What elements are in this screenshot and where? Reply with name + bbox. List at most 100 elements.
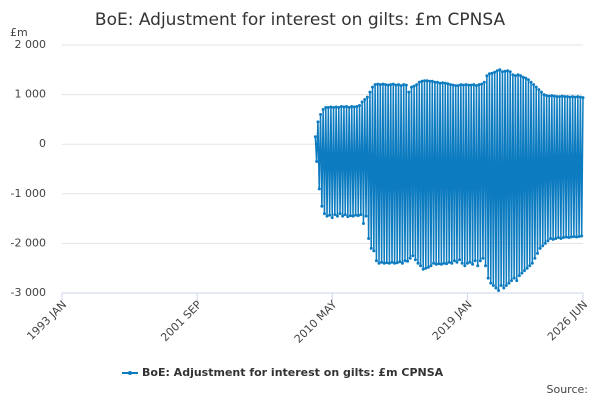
data-point — [469, 83, 473, 87]
data-point — [442, 261, 446, 265]
data-point — [329, 105, 333, 109]
data-point — [409, 85, 413, 89]
data-point — [317, 187, 321, 191]
data-point — [419, 264, 423, 268]
data-point — [471, 262, 475, 266]
data-point — [474, 84, 478, 88]
data-point — [326, 105, 330, 109]
data-point — [313, 135, 317, 139]
data-point — [352, 105, 356, 109]
data-line — [314, 69, 584, 291]
data-point — [393, 261, 397, 265]
data-point — [536, 251, 540, 255]
data-point — [374, 259, 378, 263]
data-point — [511, 73, 515, 77]
data-point — [381, 82, 385, 86]
data-point — [487, 72, 491, 76]
data-point — [526, 78, 530, 82]
data-point — [562, 235, 566, 239]
data-point — [445, 262, 449, 266]
y-axis-unit: £m — [10, 26, 28, 39]
data-point — [348, 214, 352, 218]
data-point — [402, 83, 406, 87]
data-point — [558, 95, 562, 99]
data-point — [556, 235, 560, 239]
data-point — [446, 82, 450, 86]
data-point — [493, 70, 497, 74]
data-point — [441, 81, 445, 85]
data-point — [332, 105, 336, 109]
data-point — [491, 284, 495, 288]
data-point — [382, 261, 386, 265]
data-point — [465, 261, 469, 265]
data-point — [546, 239, 550, 243]
data-point — [346, 215, 350, 219]
data-point — [516, 73, 520, 77]
data-point — [451, 83, 455, 87]
data-point — [478, 259, 482, 263]
y-tick-label: 0 — [39, 137, 46, 150]
data-point — [508, 70, 512, 74]
data-point — [486, 276, 490, 280]
data-point — [464, 83, 468, 87]
data-point — [415, 83, 419, 87]
x-tick-label: 1993 JAN — [24, 298, 69, 343]
data-point — [400, 261, 404, 265]
data-point — [373, 83, 377, 87]
data-point — [432, 261, 436, 265]
data-point — [500, 70, 504, 74]
data-point — [532, 83, 536, 87]
data-point — [480, 82, 484, 86]
x-tick-label: 2026 JUN — [545, 298, 590, 343]
data-point — [351, 214, 355, 218]
data-point — [485, 74, 489, 78]
data-point — [394, 83, 398, 87]
data-point — [358, 104, 362, 108]
data-point — [578, 95, 582, 99]
data-point — [360, 100, 364, 104]
x-tick-label: 2001 SEP — [158, 298, 204, 344]
data-point — [363, 98, 367, 102]
data-point — [576, 95, 580, 99]
data-point — [395, 261, 399, 265]
legend-marker — [128, 371, 132, 375]
data-point — [435, 80, 439, 84]
data-point — [398, 260, 402, 264]
data-point — [550, 94, 554, 98]
data-point — [406, 259, 410, 263]
data-point — [389, 83, 393, 87]
data-point — [459, 83, 463, 87]
data-point — [581, 96, 585, 100]
data-point — [538, 246, 542, 250]
data-point — [507, 281, 511, 285]
data-point — [322, 212, 326, 216]
data-point — [521, 75, 525, 79]
data-point — [560, 94, 564, 98]
data-point — [530, 261, 534, 265]
data-point — [460, 261, 464, 265]
data-point — [371, 85, 375, 89]
data-point — [564, 235, 568, 239]
data-point — [337, 105, 341, 109]
data-point — [551, 237, 555, 241]
data-point — [454, 84, 458, 88]
data-point — [452, 259, 456, 263]
data-point — [577, 234, 581, 238]
data-point — [356, 214, 360, 218]
data-point — [330, 216, 334, 220]
data-point — [355, 105, 359, 109]
y-tick-label: -2 000 — [11, 236, 46, 249]
data-point — [529, 80, 533, 84]
data-point — [549, 236, 553, 240]
data-point — [421, 267, 425, 271]
data-point — [563, 95, 567, 99]
chart-title: BoE: Adjustment for interest on gilts: £… — [95, 10, 506, 30]
data-point — [534, 85, 538, 89]
data-point — [519, 74, 523, 78]
data-point — [481, 256, 485, 260]
data-point — [461, 83, 465, 87]
data-point — [575, 235, 579, 239]
data-point — [361, 222, 365, 226]
data-point — [341, 214, 345, 218]
